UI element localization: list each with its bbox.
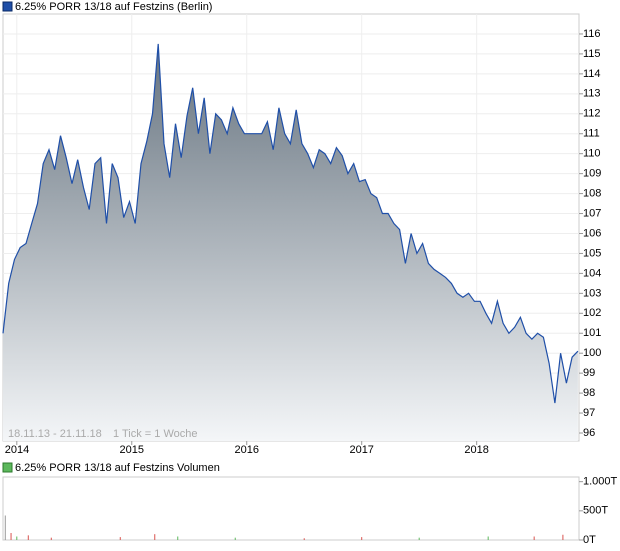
y-tick-label: 112 [583,108,601,120]
y-tick-label: 116 [583,28,601,40]
y-tick-label: 102 [583,307,601,319]
bar [418,537,420,540]
bar [361,537,363,540]
y-tick-label: 115 [583,48,601,60]
y-tick-label: 109 [583,168,601,180]
plot-area [2,476,580,541]
bar [533,536,535,540]
annotation: 1 Tick = 1 Woche [113,428,197,440]
legend-swatch [2,462,13,473]
y-tick-label: 0T [583,534,596,546]
y-tick-label: 108 [583,187,601,199]
legend-label: 6.25% PORR 13/18 auf Festzins Volumen [15,462,220,474]
bar [154,534,156,540]
bar [10,533,12,540]
y-tick-label: 114 [583,68,601,80]
y-tick-label: 107 [583,207,601,219]
x-tick-label: 2018 [464,444,488,456]
bar [234,537,236,540]
y-tick-label: 97 [583,407,595,419]
annotation: 18.11.13 - 21.11.18 [8,428,102,440]
y-tick-label: 103 [583,287,601,299]
bar [50,537,52,540]
legend-swatch [2,1,13,12]
y-tick-label: 101 [583,327,601,339]
bar [562,534,564,540]
x-tick-label: 2014 [5,444,29,456]
bar [487,536,489,540]
legend-label: 6.25% PORR 13/18 auf Festzins (Berlin) [15,1,212,13]
bar [4,515,6,540]
y-tick-label: 100 [583,347,601,359]
bar [16,536,18,540]
line [2,43,579,404]
y-tick-label: 110 [583,148,601,160]
y-tick-label: 105 [583,247,601,259]
x-tick-label: 2017 [349,444,373,456]
x-tick-label: 2015 [120,444,144,456]
y-tick-label: 99 [583,367,595,379]
y-tick-label: 111 [583,128,600,140]
bar [119,537,121,540]
y-tick-label: 106 [583,227,601,239]
y-tick-label: 98 [583,387,595,399]
bar [177,536,179,540]
y-tick-label: 500T [583,505,608,517]
x-tick-label: 2016 [234,444,258,456]
y-tick-label: 113 [583,88,601,100]
y-tick-label: 1.000T [583,476,618,488]
y-tick-label: 96 [583,427,595,439]
bar [303,538,305,540]
y-tick-label: 104 [583,267,601,279]
bar [27,535,29,540]
